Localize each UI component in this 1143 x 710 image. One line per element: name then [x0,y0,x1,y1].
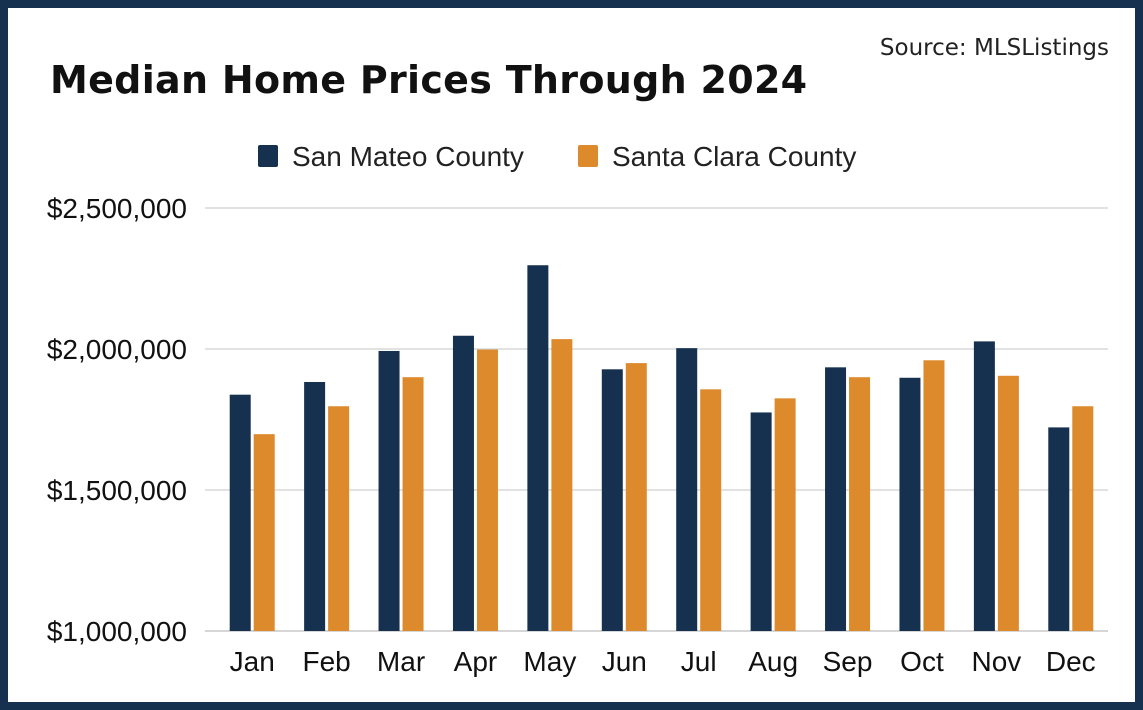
x-tick-label-jul: Jul [681,646,717,677]
bar-santa-clara-county-may [551,339,573,631]
bar-santa-clara-county-aug [774,398,796,631]
bar-santa-clara-county-nov [997,375,1019,631]
legend-swatch-1 [578,145,598,167]
bar-santa-clara-county-feb [328,406,350,631]
bar-san-mateo-county-nov [973,341,995,631]
bar-santa-clara-county-sep [849,377,871,631]
bar-san-mateo-county-feb [304,381,326,631]
bar-santa-clara-county-mar [402,377,424,631]
x-tick-label-jan: Jan [230,646,275,677]
bar-san-mateo-county-sep [825,367,847,631]
x-tick-label-aug: Aug [748,646,798,677]
legend-label-1: Santa Clara County [612,141,856,172]
bar-san-mateo-county-jan [229,394,251,631]
y-tick-label-2: $1,500,000 [47,475,187,506]
legend-swatch-0 [258,145,278,167]
x-tick-label-oct: Oct [900,646,944,677]
bar-san-mateo-county-jul [676,348,698,631]
bar-san-mateo-county-may [527,265,549,631]
bar-san-mateo-county-jun [601,369,623,631]
x-tick-label-sep: Sep [823,646,873,677]
x-tick-label-may: May [523,646,576,677]
x-tick-label-feb: Feb [303,646,351,677]
bar-san-mateo-county-oct [899,377,921,631]
legend-label-0: San Mateo County [292,141,524,172]
x-tick-label-jun: Jun [602,646,647,677]
source-note: Source: MLSListings [879,35,1109,61]
bar-san-mateo-county-dec [1048,427,1070,631]
y-tick-label-1: $2,000,000 [47,334,187,365]
bar-san-mateo-county-mar [378,350,400,631]
bar-santa-clara-county-dec [1072,406,1094,631]
bar-santa-clara-county-jan [253,434,275,631]
bar-santa-clara-county-apr [476,349,498,631]
x-tick-label-mar: Mar [377,646,425,677]
bar-santa-clara-county-oct [923,360,945,631]
chart-title: Median Home Prices Through 2024 [50,58,808,102]
bar-santa-clara-county-jun [625,363,647,631]
bar-san-mateo-county-aug [750,412,772,631]
bar-santa-clara-county-jul [700,389,722,631]
x-tick-label-dec: Dec [1046,646,1096,677]
y-tick-label-3: $1,000,000 [47,616,187,647]
bar-san-mateo-county-apr [452,335,474,631]
y-tick-label-0: $2,500,000 [47,193,187,224]
x-tick-label-apr: Apr [454,646,498,677]
x-tick-label-nov: Nov [971,646,1021,677]
